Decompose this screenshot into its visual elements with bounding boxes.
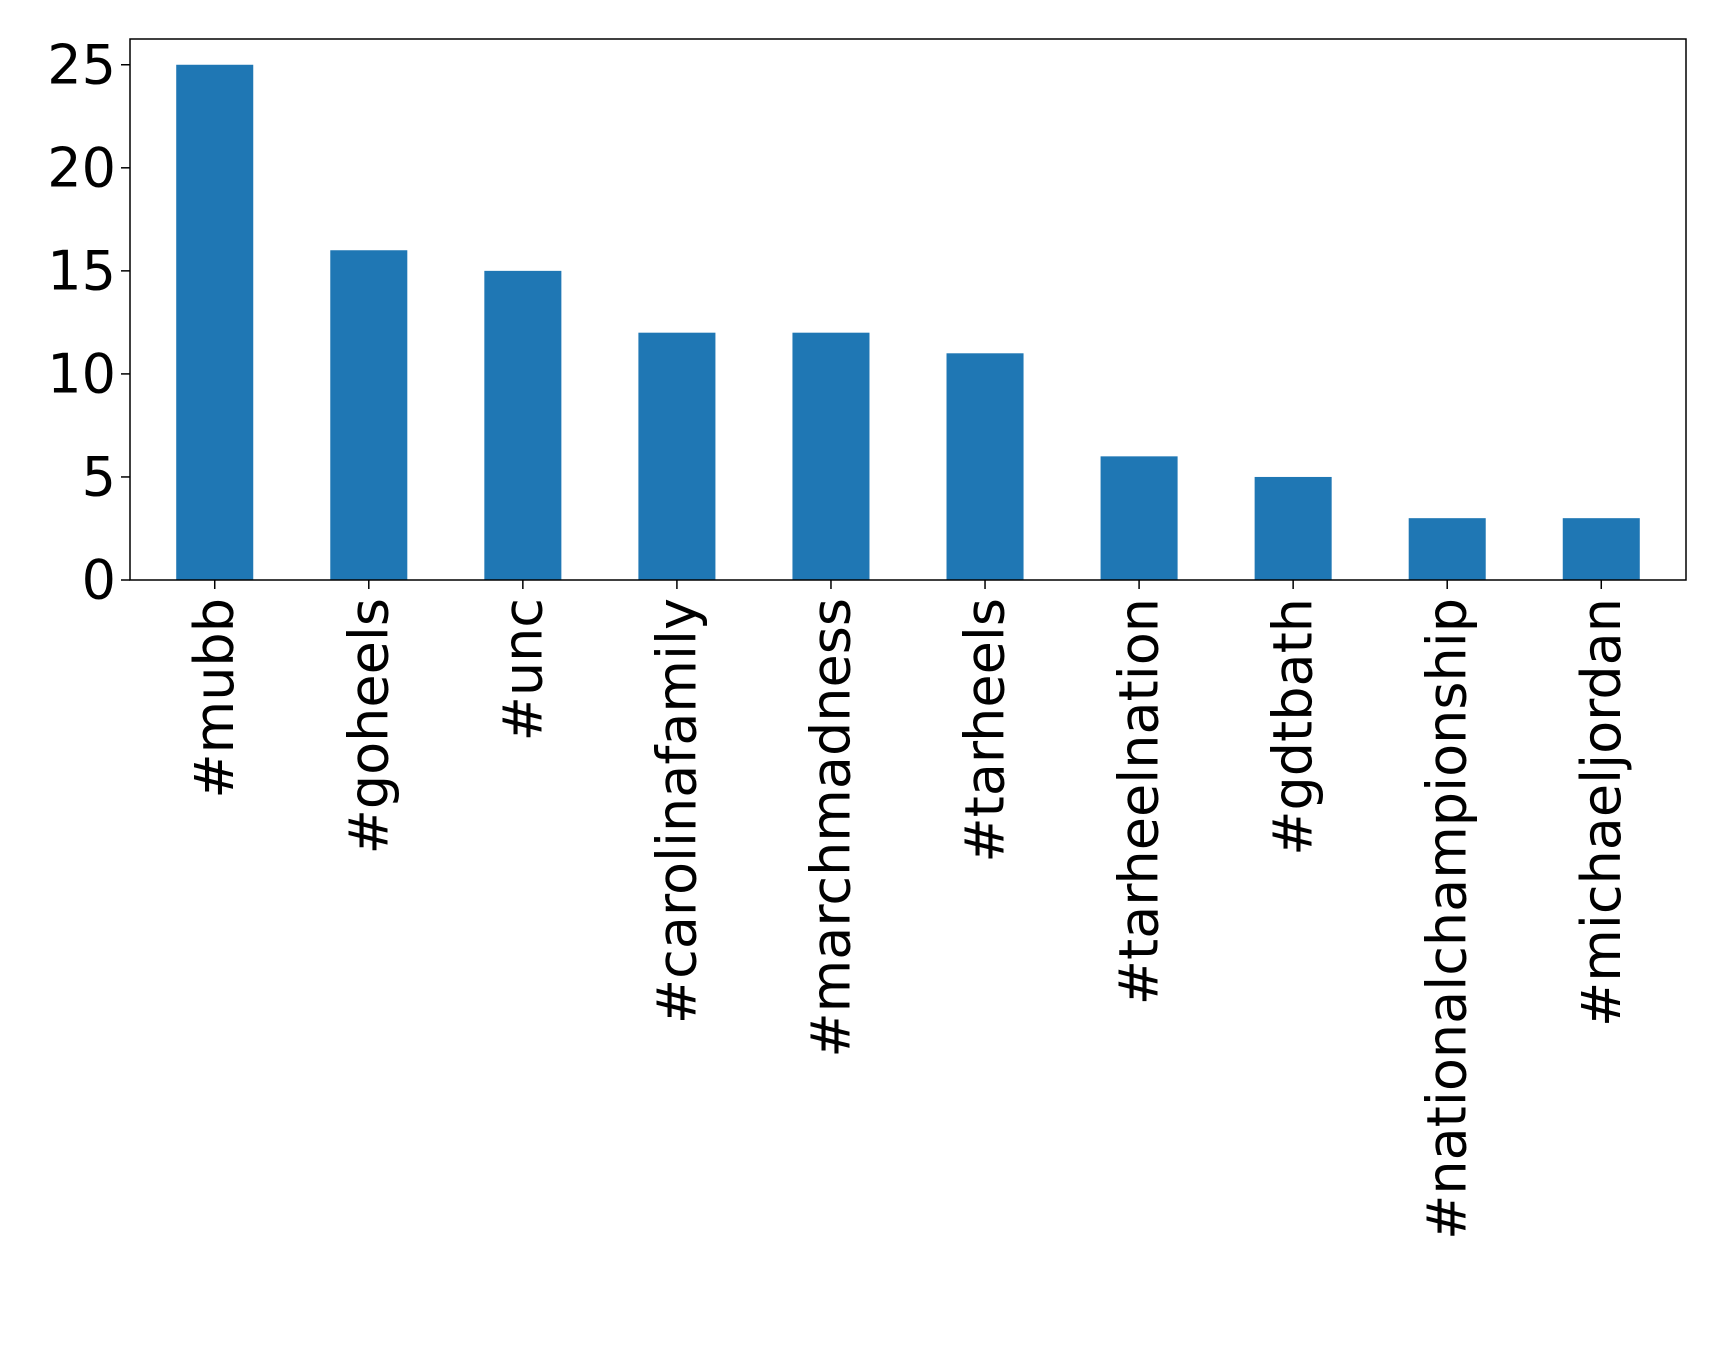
plot-frame	[129, 38, 1687, 581]
x-tick-label: #marchmadness	[799, 598, 862, 1058]
y-tick-label: 5	[82, 445, 116, 508]
bar-carolinafamily	[638, 332, 716, 580]
bar-gdtbath	[1254, 476, 1332, 580]
x-tick-label: #tarheelnation	[1108, 598, 1171, 1005]
y-tick-label: 25	[47, 33, 116, 96]
x-tick-label: #unc	[491, 598, 554, 741]
x-tick-label: #nationalchampionship	[1416, 598, 1479, 1240]
bar-nationalchampionship	[1408, 518, 1486, 580]
bar-michaeljordan	[1562, 518, 1640, 580]
bar-marchmadness	[792, 332, 870, 580]
y-axis: 0 5 10 15 20 25	[47, 33, 130, 612]
y-tick-label: 20	[47, 136, 116, 199]
x-axis: #mubb #goheels #unc #carolinafamily #marchma…	[183, 580, 1633, 1240]
x-tick-label: #tarheels	[954, 598, 1017, 863]
bar-goheels	[330, 250, 408, 580]
bar-mubb	[176, 64, 254, 580]
y-tick-label: 10	[47, 342, 116, 405]
x-tick-label: #mubb	[183, 598, 246, 799]
x-tick-label: #goheels	[337, 598, 400, 854]
x-tick-label: #gdtbath	[1262, 598, 1325, 856]
x-tick-label: #michaeljordan	[1570, 598, 1633, 1027]
y-tick-label: 15	[47, 239, 116, 302]
x-tick-label: #carolinafamily	[645, 598, 708, 1024]
bars-layer	[176, 64, 1640, 580]
bar-unc	[484, 270, 562, 580]
bar-tarheels	[946, 353, 1024, 580]
y-tick-label: 0	[82, 549, 116, 612]
bar-tarheelnation	[1100, 456, 1178, 580]
